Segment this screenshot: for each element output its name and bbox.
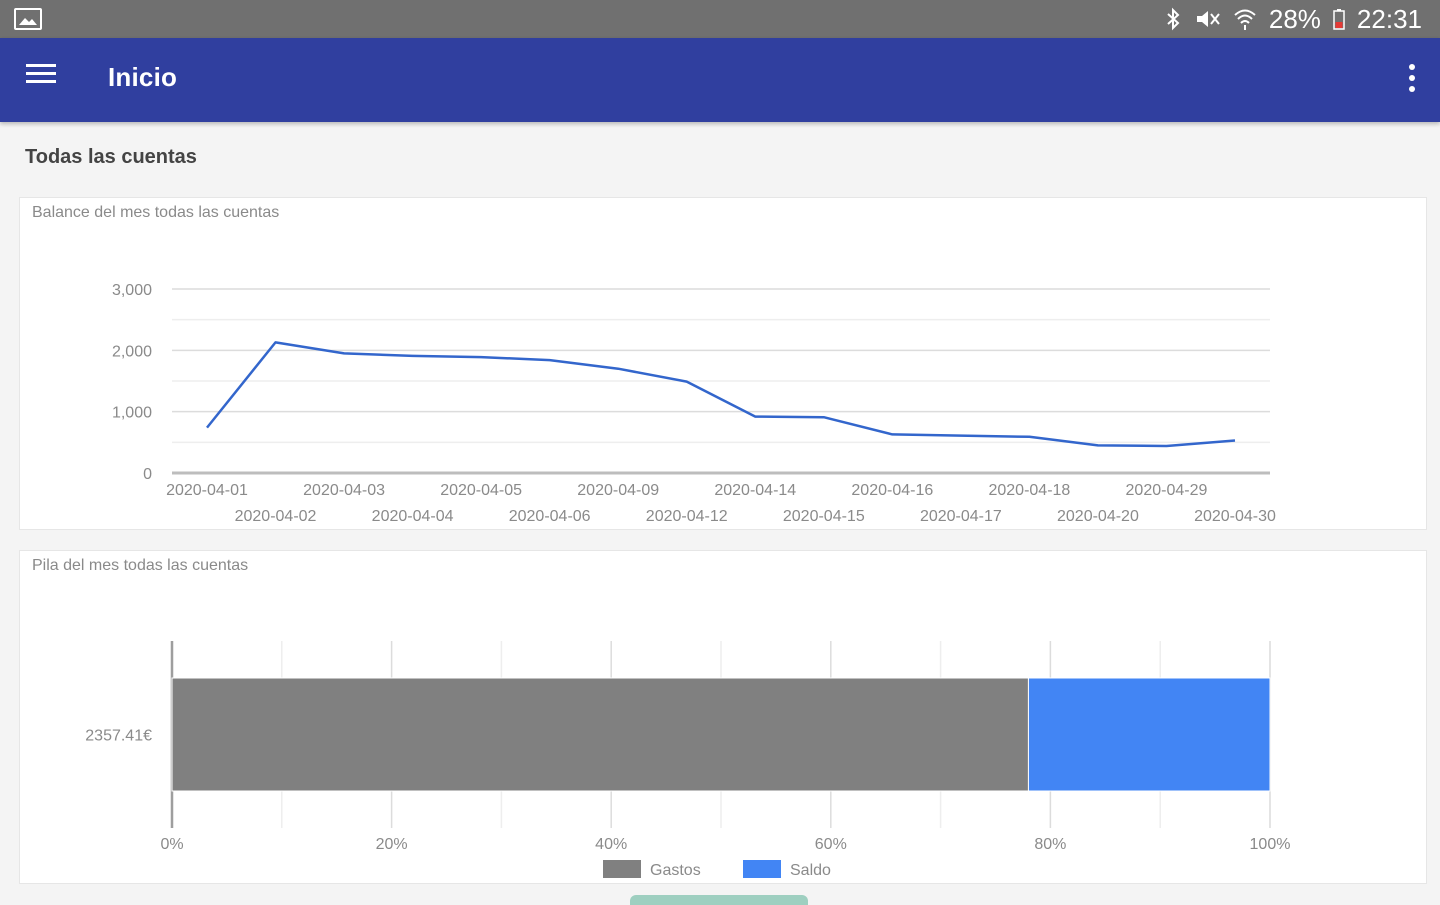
balance-chart-title: Balance del mes todas las cuentas [32,204,280,221]
x-tick-label: 60% [815,836,847,853]
x-tick-label: 2020-04-29 [1126,482,1208,499]
battery-percent: 28% [1268,3,1321,34]
bar-segment-saldo [1027,677,1271,792]
more-vert-icon[interactable] [1400,58,1424,98]
legend-label-gastos: Gastos [650,862,701,879]
x-tick-label: 2020-04-04 [372,508,454,525]
category-label: 2357.41€ [85,728,152,745]
x-tick-label: 100% [1250,836,1291,853]
x-tick-label: 20% [376,836,408,853]
x-tick-label: 2020-04-18 [988,482,1070,499]
x-tick-label: 2020-04-06 [509,508,591,525]
x-tick-label: 2020-04-01 [166,482,248,499]
app-bar: Inicio [0,38,1440,122]
x-tick-label: 2020-04-09 [577,482,659,499]
x-tick-label: 0% [160,836,183,853]
x-tick-label: 2020-04-16 [851,482,933,499]
x-tick-label: 2020-04-14 [714,482,796,499]
mute-icon [1195,8,1221,30]
legend-label-saldo: Saldo [790,862,831,879]
bar-segment-gastos [171,677,1029,792]
y-tick-label: 0 [143,466,152,483]
section-title: Todas las cuentas [25,146,197,168]
balance-series-line [206,341,1236,448]
app-title: Inicio [108,62,178,92]
y-tick-label: 2,000 [112,343,152,360]
bluetooth-icon [1165,7,1183,31]
bottom-handle[interactable] [630,895,808,905]
balance-line-chart: 0 1,000 2,000 3,000 2020-04-01 2020-04-02 2020… [112,282,1276,525]
status-bar: 28% 22:31 [0,0,1440,38]
x-tick-label: 2020-04-03 [303,482,385,499]
balance-chart-card: Balance del mes todas las cuentas 0 1,000… [19,197,1427,530]
wifi-icon [1233,8,1257,30]
legend-swatch-gastos [603,860,641,878]
x-tick-label: 40% [595,836,627,853]
x-tick-label: 2020-04-05 [440,482,522,499]
battery-icon [1333,8,1345,30]
hamburger-menu-icon[interactable] [26,60,60,96]
y-tick-label: 1,000 [112,405,152,422]
stack-chart-card: Pila del mes todas las cuentas 2357.41€ 0… [19,550,1427,884]
clock: 22:31 [1356,3,1422,34]
x-tick-label: 2020-04-20 [1057,508,1139,525]
x-tick-label: 2020-04-30 [1194,508,1276,525]
x-tick-label: 2020-04-17 [920,508,1002,525]
gallery-icon [14,8,42,30]
y-tick-label: 3,000 [112,282,152,299]
legend-swatch-saldo [743,860,781,878]
x-tick-label: 2020-04-15 [783,508,865,525]
stack-bar-chart: 2357.41€ 0% 20% 40% 60% 80% 100% Gastos Saldo [85,641,1291,879]
x-tick-label: 2020-04-12 [646,508,728,525]
x-tick-label: 80% [1034,836,1066,853]
stack-chart-title: Pila del mes todas las cuentas [32,557,249,574]
x-tick-label: 2020-04-02 [235,508,317,525]
